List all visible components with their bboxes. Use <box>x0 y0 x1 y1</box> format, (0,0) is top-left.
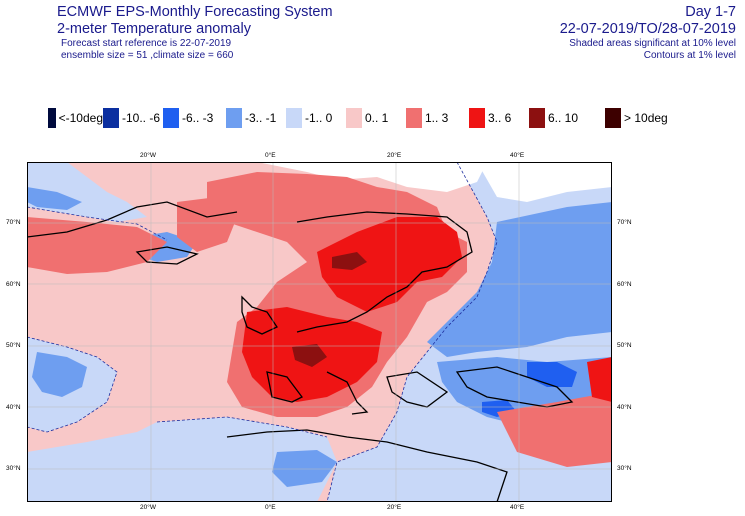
color-legend: <-10deg -10.. -6 -6.. -3 -3.. -1 -1.. 0 … <box>48 108 675 128</box>
legend-item: 3.. 6 <box>469 108 529 128</box>
legend-item: -1.. 0 <box>286 108 346 128</box>
legend-item: <-10deg <box>48 108 103 128</box>
header-left: ECMWF EPS-Monthly Forecasting System 2-m… <box>57 4 333 62</box>
east-blue-region <box>427 202 612 357</box>
top-lon-label: 20°E <box>387 152 402 159</box>
not-significant-area <box>257 162 487 192</box>
warm-region <box>497 392 612 467</box>
legend-label: <-10deg <box>58 111 103 125</box>
bottom-lon-label: 20°E <box>387 504 402 511</box>
atlantic-cool-region <box>27 417 337 502</box>
right-lat-label: 70°N <box>617 219 632 226</box>
legend-label: -10.. -6 <box>122 111 161 125</box>
left-lat-label: 50°N <box>6 342 21 349</box>
left-lat-label: 30°N <box>6 465 21 472</box>
contour-note: Contours at 1% level <box>643 50 736 61</box>
legend-label: 3.. 6 <box>488 111 512 125</box>
anomaly-map <box>27 162 612 502</box>
header-right: Day 1-7 22-07-2019/TO/28-07-2019 Shaded … <box>560 4 736 62</box>
legend-swatch <box>406 108 422 128</box>
legend-swatch <box>226 108 242 128</box>
very-hot-patch <box>292 344 327 367</box>
legend-item: 0.. 1 <box>346 108 406 128</box>
legend-swatch <box>286 108 302 128</box>
legend-swatch <box>605 108 621 128</box>
hot-region <box>317 217 462 312</box>
bottom-lon-label: 20°W <box>140 504 156 511</box>
legend-label: -3.. -1 <box>245 111 277 125</box>
bottom-lon-label: 0°E <box>265 504 276 511</box>
right-lat-label: 50°N <box>617 342 632 349</box>
right-lat-label: 60°N <box>617 281 632 288</box>
map-frame <box>27 162 612 502</box>
significance-contours <box>27 162 498 502</box>
legend-item: 1.. 3 <box>406 108 469 128</box>
legend-swatch <box>529 108 545 128</box>
legend-label: 1.. 3 <box>425 111 449 125</box>
left-lat-label: 40°N <box>6 404 21 411</box>
legend-swatch <box>469 108 485 128</box>
legend-label: -1.. 0 <box>305 111 333 125</box>
left-lat-label: 70°N <box>6 219 21 226</box>
legend-label: 0.. 1 <box>365 111 389 125</box>
grid-lines <box>27 162 612 502</box>
atlantic-blue-region <box>32 352 87 397</box>
legend-item: -10.. -6 <box>103 108 163 128</box>
ensemble-info: ensemble size = 51 ,climate size = 660 <box>61 50 234 61</box>
left-lat-label: 60°N <box>6 281 21 288</box>
very-hot-patch <box>332 252 367 270</box>
legend-label: 6.. 10 <box>548 111 579 125</box>
anomaly-map-svg <box>27 162 612 502</box>
start-reference: Forecast start reference is 22-07-2019 <box>61 38 232 49</box>
day-range: Day 1-7 <box>685 4 736 20</box>
legend-swatch <box>103 108 119 128</box>
legend-item: 6.. 10 <box>529 108 605 128</box>
legend-swatch <box>48 108 56 128</box>
legend-swatch <box>163 108 179 128</box>
legend-item: -3.. -1 <box>226 108 286 128</box>
hot-region <box>587 357 612 402</box>
right-lat-label: 40°N <box>617 404 632 411</box>
system-title: ECMWF EPS-Monthly Forecasting System <box>57 4 333 20</box>
legend-label: -6.. -3 <box>182 111 214 125</box>
legend-swatch <box>346 108 362 128</box>
atlantic-cool-region <box>27 187 82 210</box>
top-lon-label: 40°E <box>510 152 525 159</box>
legend-item: -6.. -3 <box>163 108 226 128</box>
top-lon-label: 0°E <box>265 152 276 159</box>
top-lon-label: 20°W <box>140 152 156 159</box>
warm-region <box>27 217 167 274</box>
forecast-period: 22-07-2019/TO/28-07-2019 <box>559 21 736 37</box>
product-title: 2-meter Temperature anomaly <box>57 21 251 37</box>
right-lat-label: 30°N <box>617 465 632 472</box>
significance-note: Shaded areas significant at 10% level <box>569 38 736 49</box>
legend-item: > 10deg <box>605 108 675 128</box>
legend-label: > 10deg <box>624 111 668 125</box>
not-significant-area <box>477 162 612 202</box>
atlantic-blue-region <box>272 450 337 487</box>
bottom-lon-label: 40°E <box>510 504 525 511</box>
